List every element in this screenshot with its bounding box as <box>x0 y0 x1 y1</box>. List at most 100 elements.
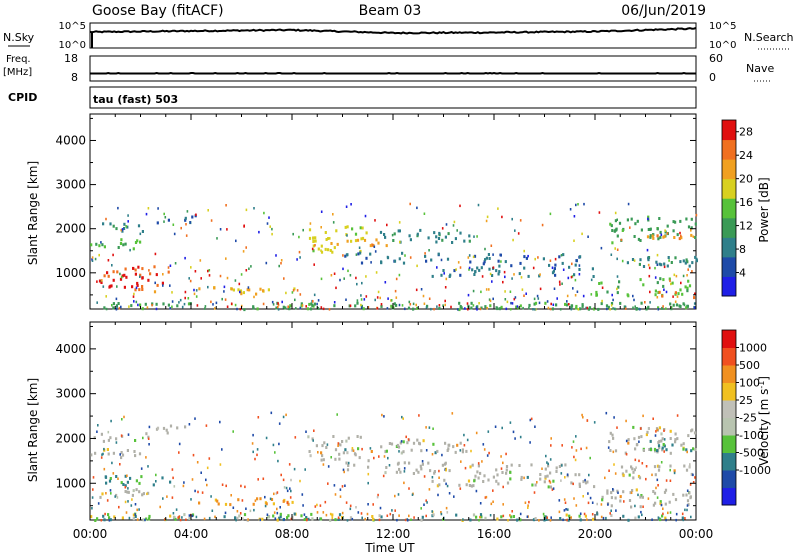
power-colorbar: 4 8 12 16 20 24 28 <box>721 119 753 297</box>
x-tick-label: 00:00 <box>73 527 108 541</box>
nsearch-label: N.Search <box>744 31 794 44</box>
colorbar-swatch <box>722 237 736 258</box>
colorbar-swatch <box>722 217 736 238</box>
y-tick-label: 4000 <box>55 342 86 356</box>
velocity-heatmap: 1000 2000 3000 4000 00:00 04:00 08:00 12:00 16:0… <box>55 321 714 541</box>
power-colorbar-label: Power [dB] <box>757 177 771 242</box>
echo-patch <box>104 474 172 488</box>
nsky-tick-top: 10^5 <box>59 21 86 32</box>
x-tick-label: 12:00 <box>376 527 411 541</box>
colorbar-tick-label: -25 <box>739 412 757 425</box>
echo-patch <box>595 277 692 298</box>
echo-patch <box>98 275 164 289</box>
echo-patch <box>650 443 695 453</box>
x-tick-label: 16:00 <box>477 527 512 541</box>
colorbar-tick-label: 25 <box>739 394 753 407</box>
power-ylabel: Slant Range [km] <box>26 161 40 265</box>
echo-patch <box>103 265 170 278</box>
colorbar-swatch <box>722 382 736 401</box>
y-tick-label: 3000 <box>55 387 86 401</box>
colorbar-swatch <box>722 159 736 180</box>
colorbar-swatch <box>722 487 736 506</box>
colorbar-swatch <box>722 256 736 277</box>
nsky-trace <box>89 26 697 35</box>
echo-patch <box>379 228 471 244</box>
colorbar-tick-label: 1000 <box>739 342 767 355</box>
colorbar-swatch <box>722 276 736 297</box>
colorbar-tick-label: 16 <box>739 196 753 209</box>
colorbar-swatch <box>722 178 736 199</box>
velocity-ylabel: Slant Range [km] <box>26 378 40 482</box>
echo-patch <box>431 476 596 489</box>
nsky-label: N.Sky <box>3 31 35 44</box>
colorbar-tick-label: 28 <box>739 126 753 139</box>
colorbar-tick-label: 24 <box>739 149 753 162</box>
cpid-text: tau (fast) 503 <box>93 93 178 106</box>
echo-patch <box>198 286 296 296</box>
panel-frame <box>89 113 697 310</box>
nsky-tick-bottom: 10^0 <box>59 40 86 51</box>
noise-points <box>91 411 696 522</box>
freq-unit: [MHz] <box>3 67 32 78</box>
echo-patch <box>308 225 368 254</box>
colorbar-tick-label: 8 <box>739 243 746 256</box>
x-tick-label: 00:00 <box>679 527 714 541</box>
echo-patch <box>134 283 159 294</box>
echo-patch <box>99 488 150 499</box>
echo-patch <box>370 438 468 455</box>
y-tick-label: 3000 <box>55 178 86 192</box>
x-tick-label: 08:00 <box>275 527 310 541</box>
colorbar-tick-label: -100 <box>739 429 764 442</box>
freq-tick-top: 18 <box>64 52 78 65</box>
power-heatmap: 1000 2000 3000 4000 <box>55 113 698 312</box>
site-title: Goose Bay (fitACF) <box>92 3 224 19</box>
colorbar-swatch <box>722 452 736 471</box>
velocity-colorbar: 1000 500 100 25 -25 -100 -500 -1000 <box>721 329 771 506</box>
x-tick-label: 20:00 <box>578 527 613 541</box>
echo-patch <box>307 435 370 463</box>
colorbar-tick-label: 4 <box>739 267 746 280</box>
nsearch-tick-bottom: 10^0 <box>709 40 736 51</box>
nave-tick-top: 60 <box>709 52 723 65</box>
freq-label: Freq. <box>6 54 31 65</box>
echo-patch <box>601 488 692 509</box>
noise-points <box>91 202 698 311</box>
echo-patch <box>469 463 581 480</box>
y-tick-label: 1000 <box>55 476 86 490</box>
echo-patch <box>90 448 142 460</box>
colorbar-swatch <box>722 400 736 418</box>
nsky-panel <box>89 22 697 49</box>
colorbar-swatch <box>722 435 736 453</box>
nave-tick-bottom: 0 <box>709 71 716 84</box>
echo-patch <box>646 233 693 241</box>
echo-patch <box>102 222 144 233</box>
colorbar-swatch <box>722 417 736 436</box>
date-title: 06/Jun/2019 <box>621 3 706 19</box>
echo-patch <box>330 238 388 248</box>
cpid-label: CPID <box>8 91 37 104</box>
freq-panel <box>89 55 697 82</box>
y-tick-label: 4000 <box>55 133 86 147</box>
x-tick-label: 04:00 <box>174 527 209 541</box>
y-tick-label: 2000 <box>55 222 86 236</box>
colorbar-tick-label: -1000 <box>739 464 771 477</box>
echo-patch <box>90 238 142 251</box>
beam-title: Beam 03 <box>359 3 422 19</box>
y-tick-label: 2000 <box>55 431 86 445</box>
nave-label: Nave <box>746 62 774 75</box>
echo-patch <box>658 290 696 300</box>
velocity-colorbar-label: Velocity [m s-1] <box>757 376 772 466</box>
colorbar-swatch <box>722 330 736 348</box>
colorbar-swatch <box>722 139 736 160</box>
colorbar-swatch <box>722 198 736 219</box>
xaxis-label: Time UT <box>364 541 415 554</box>
colorbar-tick-label: 12 <box>739 220 753 233</box>
echo-patch <box>620 464 693 480</box>
panel-frame <box>89 321 697 521</box>
colorbar-swatch <box>722 120 736 141</box>
cpid-panel <box>89 86 697 109</box>
echo-patch <box>103 301 696 312</box>
echo-patch <box>626 255 698 268</box>
